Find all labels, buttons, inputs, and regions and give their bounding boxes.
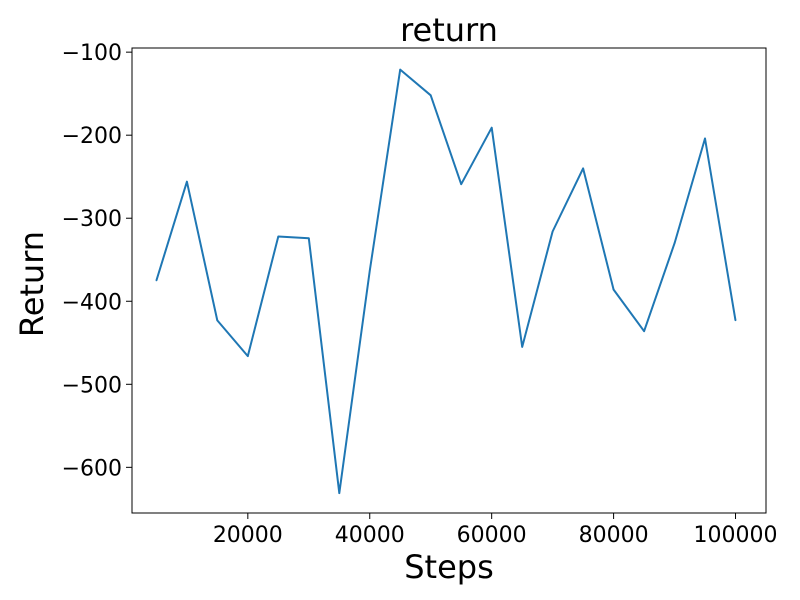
x-tick-label: 80000 [579,523,649,548]
data-point [704,137,706,140]
data-point [307,237,310,239]
data-point [216,319,219,322]
data-point [490,126,493,129]
x-axis-label: Steps [404,548,494,586]
y-axis-label: Return [13,231,51,337]
x-tick-label: 60000 [457,523,527,548]
data-point [277,235,280,238]
series-line [155,68,737,495]
data-point [612,288,615,291]
data-point [247,355,249,357]
x-tick-label: 40000 [335,523,405,548]
data-point [582,167,584,170]
plot-area [131,47,767,514]
data-point [399,68,402,71]
series-layer [155,68,737,495]
y-tick-label: −600 [62,456,122,481]
y-tick-label: −100 [62,41,122,66]
y-tick-label: −400 [62,290,122,315]
data-point [643,330,645,332]
data-point [368,269,371,272]
data-point [429,94,432,97]
data-point [734,319,737,322]
data-point [673,242,676,244]
x-tick-label: 20000 [213,523,283,548]
x-tick-label: 100000 [694,523,778,548]
data-point [338,492,341,494]
x-axis: 20000 40000 60000 80000 100000 [213,513,778,548]
y-tick-label: −500 [62,373,122,398]
y-tick-label: −300 [62,207,122,232]
y-axis: −600 −500 −400 −300 −200 −100 [62,41,132,481]
chart-title: return [400,11,498,49]
y-tick-label: −200 [62,124,122,149]
data-point [521,346,523,348]
data-point [186,180,188,183]
data-point [551,230,554,233]
data-point [155,279,158,282]
data-point [460,183,462,185]
